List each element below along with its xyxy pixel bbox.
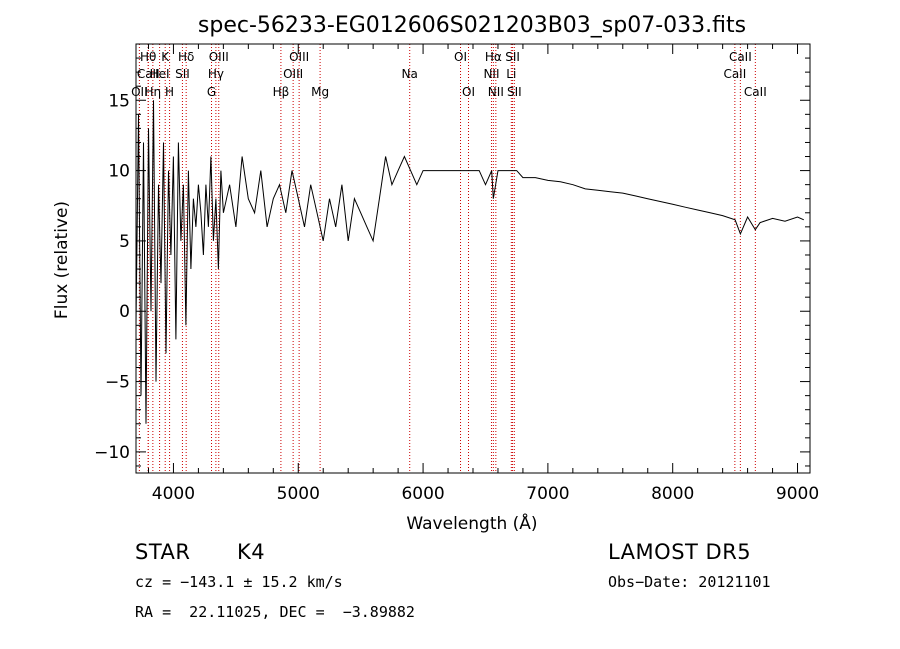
x-axis-label: Wavelength (Å) (406, 512, 537, 534)
x-tick-label: 5000 (277, 484, 320, 504)
line-label: NII (483, 67, 499, 81)
line-label: H (165, 85, 174, 99)
line-label: CaII (729, 50, 752, 64)
line-label: SII (507, 85, 522, 99)
line-label: OIII (283, 67, 303, 81)
x-axis-ticks: 4000 5000 6000 7000 8000 9000 (147, 44, 819, 504)
y-tick-label: −5 (105, 373, 130, 393)
y-tick-label: 15 (108, 91, 130, 111)
y-tick-label: −10 (94, 443, 130, 463)
plot-frame (135, 43, 811, 474)
subclass-label: K4 (237, 540, 266, 564)
line-label: OIII (289, 50, 309, 64)
line-label: NII (488, 85, 504, 99)
y-tick-label: 5 (119, 232, 130, 252)
line-label: Hγ (208, 67, 224, 81)
line-label: OIII (209, 50, 229, 64)
line-label: SII (175, 67, 190, 81)
y-tick-label: 10 (108, 162, 130, 182)
line-label: CaII (723, 67, 746, 81)
line-label: Hη (145, 85, 162, 99)
line-label: HeI (150, 67, 170, 81)
class-label: STAR (135, 540, 191, 564)
line-label: CaII (744, 85, 767, 99)
line-label: Mg (311, 85, 329, 99)
survey-label: LAMOST DR5 (608, 540, 752, 564)
coordinates: RA = 22.11025, DEC = −3.89882 (135, 603, 415, 621)
line-label: Li (506, 67, 516, 81)
x-tick-label: 7000 (526, 484, 569, 504)
line-label: OI (454, 50, 467, 64)
line-label: Na (402, 67, 418, 81)
x-tick-label: 8000 (651, 484, 694, 504)
line-label: OII (131, 85, 148, 99)
y-axis-label: Flux (relative) (52, 201, 72, 319)
line-label: G (207, 85, 216, 99)
obs-date: Obs−Date: 20121101 (608, 573, 771, 591)
y-tick-label: 0 (119, 302, 130, 322)
line-label: OI (462, 85, 475, 99)
line-label: Hβ (273, 85, 290, 99)
line-markers (138, 44, 756, 473)
y-axis-ticks: −10 −5 0 5 10 15 (94, 43, 810, 467)
cz-readout: cz = −143.1 ± 15.2 km/s (135, 573, 343, 591)
spectrum-line (135, 100, 805, 424)
spectrum-chart: spec-56233-EG012606S021203B03_sp07-033.f… (52, 13, 819, 534)
x-tick-label: 9000 (776, 484, 819, 504)
line-label: K (161, 50, 170, 64)
line-label: Hα (485, 50, 502, 64)
line-label: CaII (137, 67, 160, 81)
chart-title: spec-56233-EG012606S021203B03_sp07-033.f… (198, 13, 746, 38)
x-tick-label: 4000 (152, 484, 195, 504)
line-label: Hθ (140, 50, 156, 64)
x-tick-label: 6000 (401, 484, 444, 504)
line-label: SII (505, 50, 520, 64)
line-label: Hδ (178, 50, 194, 64)
